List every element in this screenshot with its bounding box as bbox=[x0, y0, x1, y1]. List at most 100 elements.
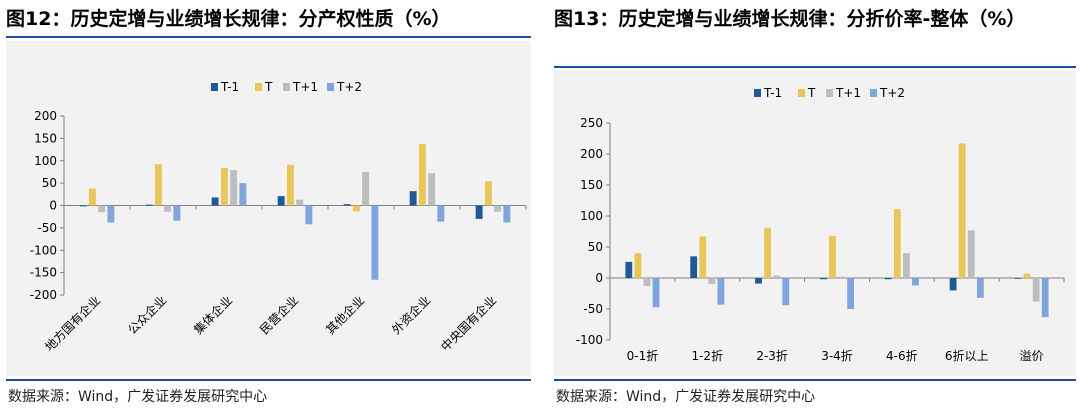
bar-t-1 bbox=[699, 236, 707, 278]
bar-tminus1-2 bbox=[755, 278, 762, 284]
bar-t-5 bbox=[958, 143, 966, 278]
bar-tplus1-3 bbox=[296, 199, 304, 206]
bar-t-4 bbox=[352, 205, 360, 212]
bar-tplus1-1 bbox=[708, 278, 716, 285]
bar-tminus1-3 bbox=[819, 278, 827, 280]
bar-tminus1-2 bbox=[211, 197, 219, 206]
figure-13-chart-area: 250 200 150 100 50 0 -50 -100 0-1折 1-2折 2-3折 3-4折 4-… bbox=[554, 71, 1076, 376]
bar-tplus1-6 bbox=[494, 205, 502, 212]
bar-t-2 bbox=[764, 227, 772, 278]
y-tick-label: 200 bbox=[34, 109, 57, 123]
x-category-label: 0-1折 bbox=[627, 348, 659, 363]
legend-swatch-T+2 bbox=[870, 89, 877, 97]
bar-tminus1-0 bbox=[79, 205, 87, 207]
bar-tplus1-0 bbox=[98, 205, 106, 213]
y-tick-label: 100 bbox=[34, 154, 57, 168]
bar-tplus2-0 bbox=[652, 278, 660, 308]
legend-label: T+1 bbox=[292, 80, 318, 94]
x-category-label: 1-2折 bbox=[691, 348, 723, 363]
bar-tplus1-4 bbox=[902, 253, 910, 278]
bar-t-2 bbox=[220, 167, 228, 206]
bar-tplus1-4 bbox=[362, 171, 370, 206]
figure-12-title-rule bbox=[6, 36, 531, 38]
legend-label: T-1 bbox=[763, 86, 782, 100]
x-category-label: 6折以上 bbox=[945, 348, 989, 363]
figure-12-source-rule bbox=[6, 379, 531, 381]
legend-swatch-T-1 bbox=[211, 83, 218, 91]
bar-tminus1-5 bbox=[409, 191, 417, 206]
y-tick-label: 250 bbox=[580, 116, 603, 130]
figure-13-panel: 图13：历史定增与业绩增长规律：分折价率-整体（%） 250 200 150 100 5… bbox=[548, 0, 1080, 417]
bar-tplus1-0 bbox=[643, 278, 651, 287]
y-tick-label: -200 bbox=[30, 288, 57, 302]
bar-tplus1-2 bbox=[773, 275, 781, 278]
x-category-label: 3-4折 bbox=[821, 348, 853, 363]
bar-tminus1-0 bbox=[625, 261, 633, 278]
bar-tminus1-1 bbox=[145, 204, 153, 206]
legend-label: T+2 bbox=[879, 86, 905, 100]
bar-t-3 bbox=[286, 164, 294, 206]
legend-swatch-T bbox=[798, 89, 805, 97]
x-category-label: 民营企业 bbox=[257, 293, 302, 338]
x-category-label: 集体企业 bbox=[191, 293, 236, 338]
bar-tplus2-4 bbox=[912, 278, 919, 286]
legend-swatch-T+2 bbox=[327, 83, 334, 91]
bar-tminus1-6 bbox=[1014, 278, 1022, 279]
x-category-label: 溢价 bbox=[1020, 349, 1044, 363]
y-tick-label: 200 bbox=[580, 147, 603, 161]
y-tick-label: 50 bbox=[588, 240, 603, 254]
y-tick-label: 0 bbox=[49, 199, 57, 213]
bar-t-5 bbox=[418, 144, 426, 206]
figure-13-title: 图13：历史定增与业绩增长规律：分折价率-整体（%） bbox=[554, 8, 1026, 30]
bar-tminus1-6 bbox=[475, 205, 483, 219]
bar-tplus1-6 bbox=[1032, 278, 1040, 302]
x-category-label: 外资企业 bbox=[389, 293, 434, 338]
figure-12-source: 数据来源：Wind，广发证券发展研究中心 bbox=[8, 389, 268, 405]
bar-tplus1-5 bbox=[967, 230, 975, 278]
bar-t-4 bbox=[893, 209, 901, 278]
bar-tplus1-3 bbox=[838, 276, 845, 278]
y-tick-label: 150 bbox=[34, 131, 57, 145]
bar-tminus1-4 bbox=[343, 204, 351, 206]
y-tick-label: -150 bbox=[30, 266, 57, 280]
legend-label: T-1 bbox=[220, 80, 239, 94]
x-category-label: 公众企业 bbox=[125, 293, 170, 338]
y-tick-label: -100 bbox=[576, 333, 603, 347]
legend-swatch-T+1 bbox=[826, 89, 833, 97]
bar-tplus2-6 bbox=[503, 205, 511, 223]
y-tick-label: 150 bbox=[580, 178, 603, 192]
legend-label: T bbox=[807, 86, 816, 100]
bar-t-6 bbox=[1023, 273, 1031, 278]
figure-13-source: 数据来源：Wind，广发证券发展研究中心 bbox=[556, 389, 816, 405]
legend-swatch-T+1 bbox=[283, 83, 290, 91]
bar-tplus1-5 bbox=[428, 173, 436, 206]
legend-swatch-T-1 bbox=[754, 89, 761, 97]
y-tick-label: 100 bbox=[580, 209, 603, 223]
bar-tplus2-6 bbox=[1041, 278, 1049, 318]
bar-t-1 bbox=[154, 164, 162, 206]
bar-t-0 bbox=[634, 253, 642, 278]
bar-t-3 bbox=[829, 235, 836, 278]
y-tick-label: -50 bbox=[37, 221, 57, 235]
x-category-label: 其他企业 bbox=[323, 293, 368, 338]
figure-13-source-rule bbox=[554, 379, 1076, 381]
figure-12-panel: 图12：历史定增与业绩增长规律：分产权性质（%） 200 150 100 50 0 -50… bbox=[0, 0, 535, 417]
legend-label: T+1 bbox=[835, 86, 861, 100]
figure-12-title: 图12：历史定增与业绩增长规律：分产权性质（%） bbox=[6, 8, 451, 30]
bar-t-0 bbox=[88, 188, 96, 206]
bar-tplus2-5 bbox=[976, 278, 984, 298]
y-tick-label: 0 bbox=[595, 271, 603, 285]
bar-tplus2-1 bbox=[717, 278, 725, 305]
figure-12-chart-area: 200 150 100 50 0 -50 -100 -150 -200 地方国有企业 公众企业 集体企… bbox=[6, 41, 531, 376]
bar-tplus2-2 bbox=[782, 278, 790, 306]
bar-tplus2-1 bbox=[173, 205, 181, 221]
x-category-label: 2-3折 bbox=[756, 348, 788, 363]
bar-tminus1-4 bbox=[884, 278, 892, 280]
legend-label: T+2 bbox=[336, 80, 362, 94]
legend-label: T bbox=[264, 80, 273, 94]
bar-tminus1-3 bbox=[277, 196, 285, 206]
bar-tplus2-2 bbox=[239, 183, 247, 206]
bar-tplus1-2 bbox=[230, 170, 238, 206]
y-tick-label: -50 bbox=[583, 302, 603, 316]
